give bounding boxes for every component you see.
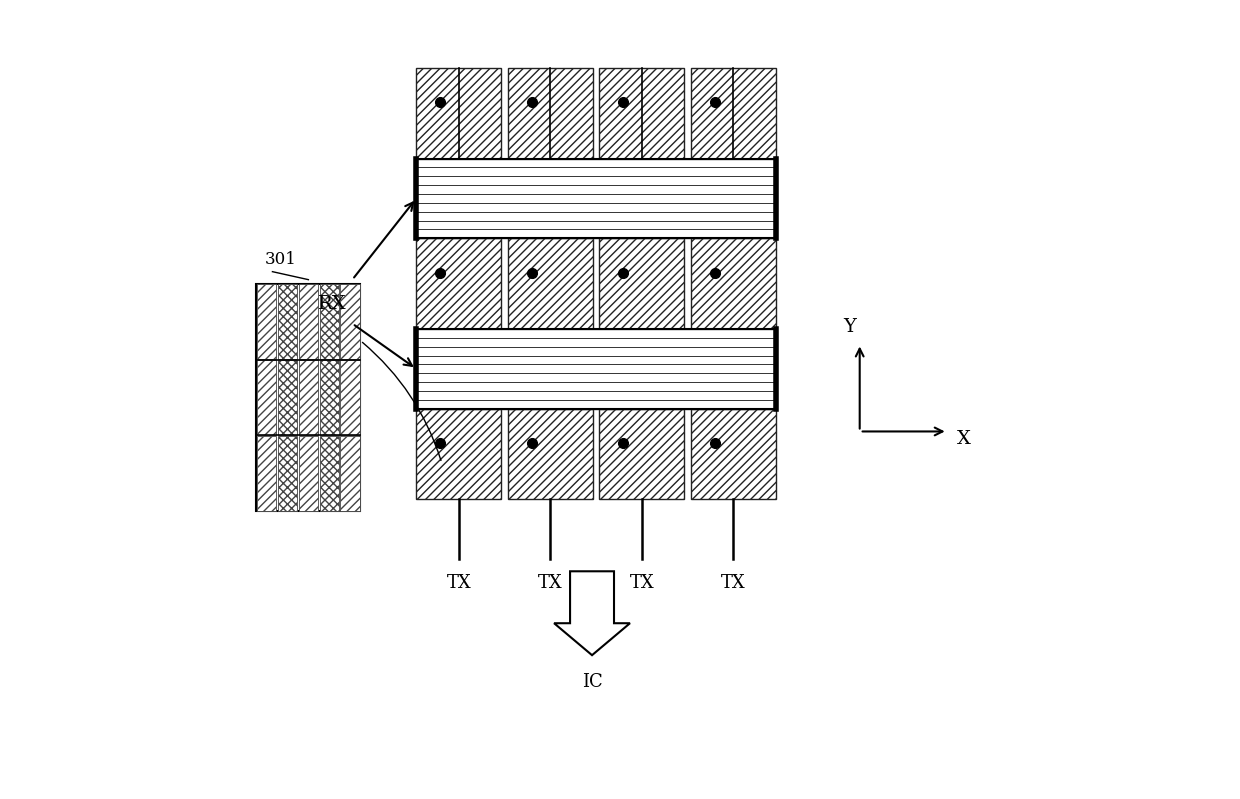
Bar	[417, 329, 776, 409]
Bar	[417, 238, 501, 329]
Text: TX: TX	[720, 574, 745, 592]
Bar	[299, 284, 317, 359]
Text: Y: Y	[843, 317, 857, 336]
Text: TX: TX	[630, 574, 655, 592]
Bar	[340, 436, 360, 511]
Bar	[340, 360, 360, 435]
Bar	[257, 284, 277, 359]
Bar	[691, 68, 776, 158]
Text: RX: RX	[317, 295, 347, 312]
Bar	[299, 436, 317, 511]
Bar	[257, 360, 277, 435]
Bar	[417, 68, 501, 158]
Bar	[691, 409, 776, 499]
Bar	[417, 158, 776, 238]
Text: 301: 301	[264, 251, 296, 268]
Bar	[257, 436, 277, 511]
Bar	[278, 360, 298, 435]
Bar	[320, 436, 339, 511]
Text: TX: TX	[446, 574, 471, 592]
Bar	[340, 284, 360, 359]
Bar	[599, 238, 684, 329]
Bar	[320, 284, 339, 359]
Bar	[599, 409, 684, 499]
Bar	[417, 409, 501, 499]
Text: X: X	[957, 431, 971, 448]
Bar	[599, 68, 684, 158]
Polygon shape	[554, 571, 630, 655]
Bar	[691, 238, 776, 329]
Bar	[507, 68, 593, 158]
Bar	[320, 360, 339, 435]
Bar	[278, 436, 298, 511]
Text: IC: IC	[582, 673, 603, 691]
Text: TX: TX	[538, 574, 563, 592]
Bar	[299, 360, 317, 435]
Bar	[507, 409, 593, 499]
Bar	[507, 238, 593, 329]
Bar	[278, 284, 298, 359]
Bar	[257, 284, 361, 511]
